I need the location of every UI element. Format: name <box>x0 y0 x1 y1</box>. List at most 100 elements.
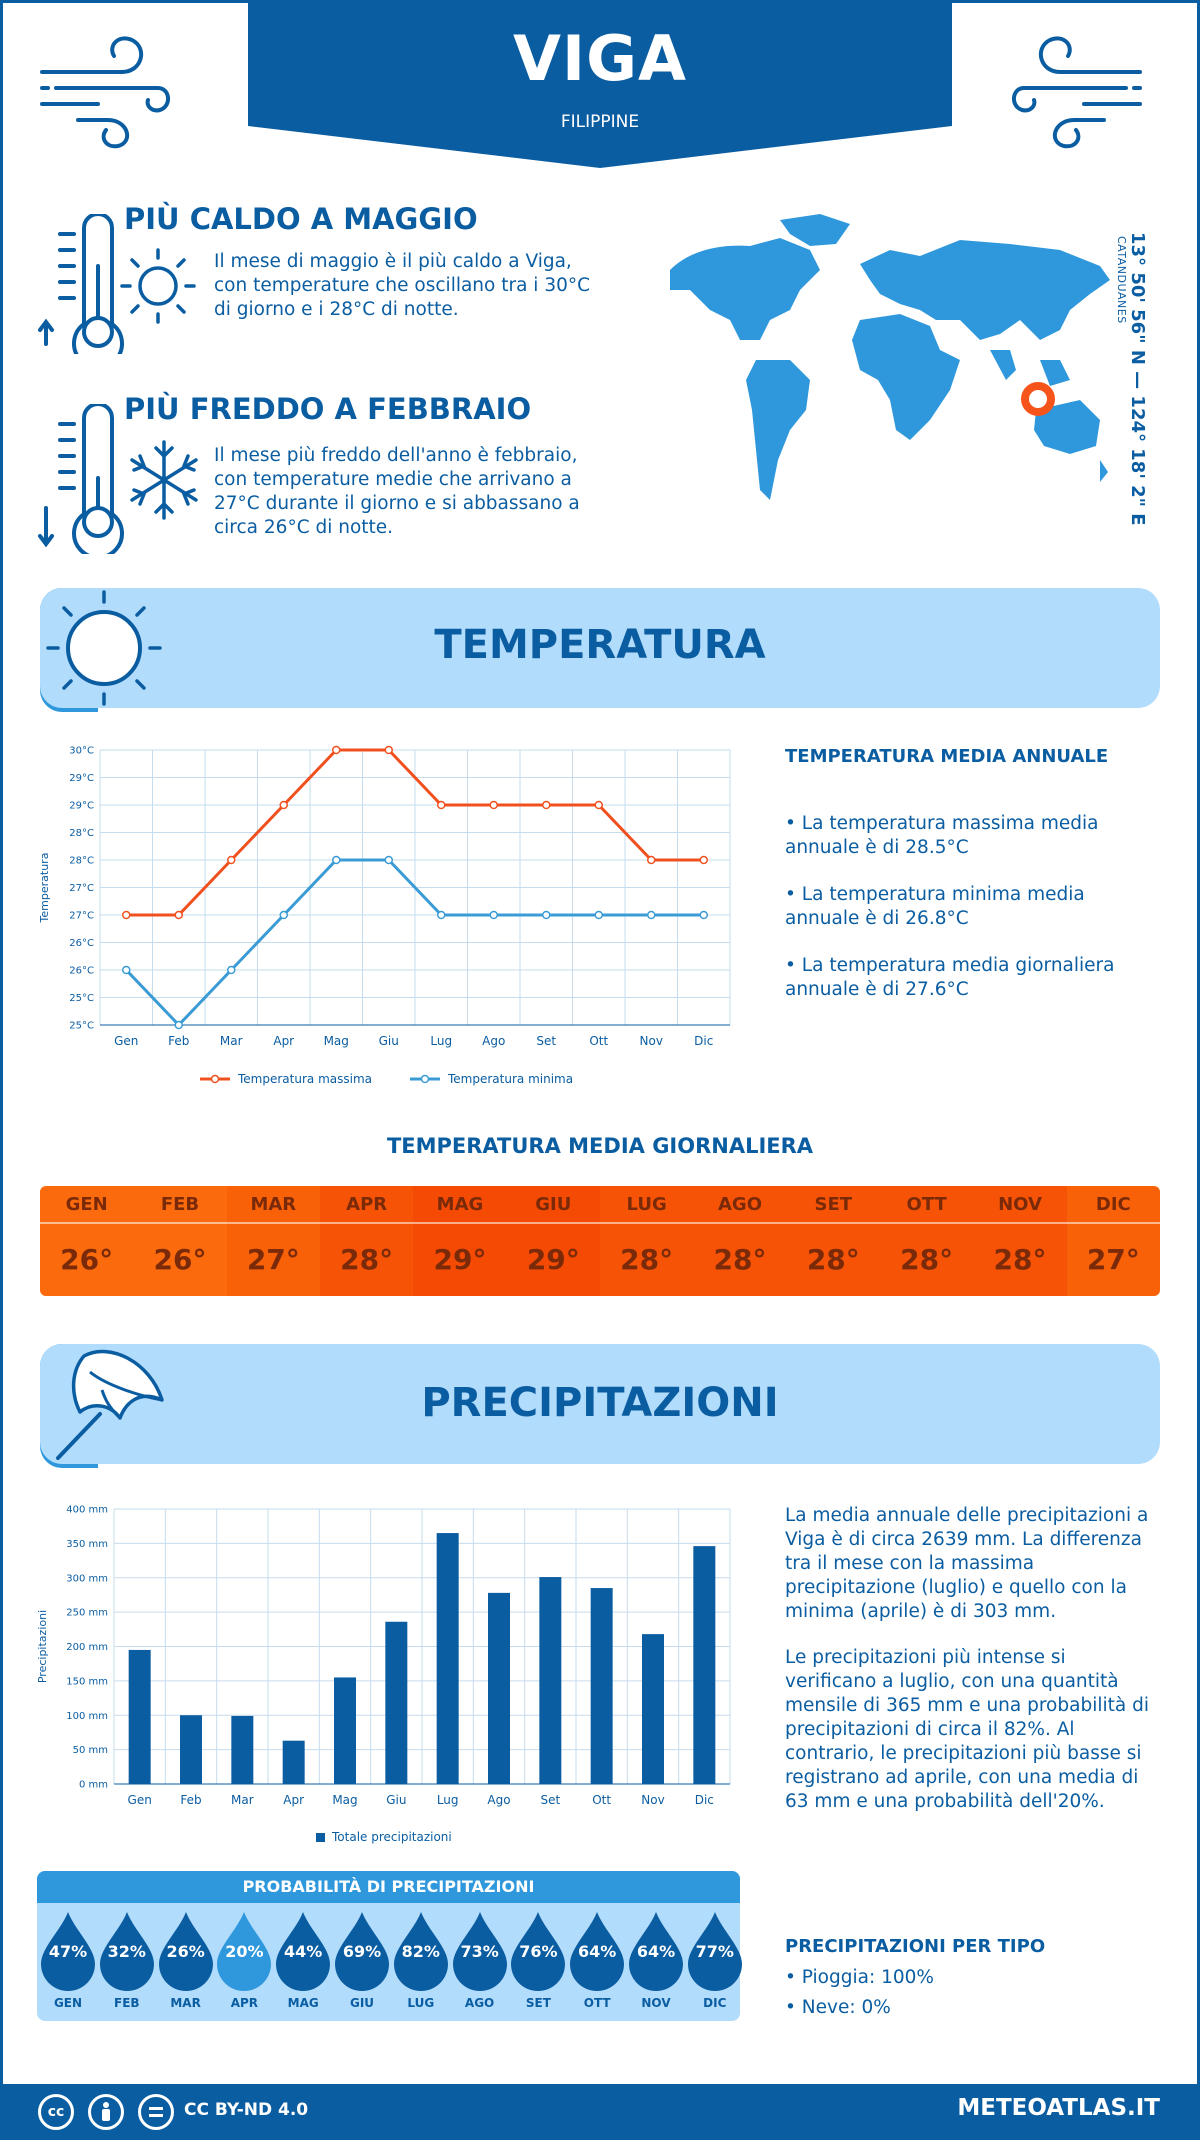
bar <box>539 1577 562 1784</box>
wind-icon-right <box>1012 36 1142 149</box>
bar <box>334 1677 356 1784</box>
nd-icon <box>138 2094 174 2130</box>
daily-temp-month: APR <box>320 1186 414 1224</box>
y-tick-label: 28°C <box>69 828 94 839</box>
x-tick-label: Nov <box>640 1034 663 1048</box>
daily-temp-month: DIC <box>1066 1186 1160 1224</box>
precip-type-snow: • Neve: 0% <box>785 1997 891 2018</box>
legend-marker <box>210 1074 220 1084</box>
x-tick-label: Ago <box>487 1793 510 1807</box>
probability-value: 26% <box>166 1942 205 1961</box>
daily-temp-month: SET <box>786 1186 880 1224</box>
data-point <box>122 910 131 920</box>
x-tick-label: Apr <box>273 1034 294 1048</box>
daily-temp-month: LUG <box>600 1186 694 1224</box>
daily-temp-cell: SET 28° <box>786 1186 880 1296</box>
data-point <box>594 910 603 920</box>
data-point <box>279 800 288 810</box>
probability-drop: 44% MAG <box>276 1912 331 2010</box>
data-point <box>332 745 341 755</box>
bar <box>436 1533 459 1784</box>
bar <box>693 1546 716 1784</box>
raindrop-icon <box>629 1912 683 1991</box>
raindrop-icon <box>687 1912 742 1991</box>
daily-temp-month: FEB <box>133 1186 227 1224</box>
data-point <box>489 800 498 810</box>
daily-temp-cell: GIU 29° <box>506 1186 600 1296</box>
x-tick-label: Dic <box>694 1034 713 1048</box>
raindrop-icon <box>393 1912 448 1991</box>
hot-title: PIÙ CALDO A MAGGIO <box>124 202 478 236</box>
daily-temp-value: 28° <box>806 1243 860 1276</box>
probability-month: FEB <box>114 1996 140 2010</box>
umbrella-icon <box>56 1349 164 1460</box>
data-point <box>542 800 551 810</box>
daily-temp-cell: GEN 26° <box>40 1186 134 1296</box>
daily-temp-value: 26° <box>153 1243 207 1276</box>
probability-drop: 64% NOV <box>629 1912 683 2010</box>
probability-drop: 82% LUG <box>393 1912 448 2010</box>
probability-month: DIC <box>703 1996 727 2010</box>
temperature-chart: 25°C 25°C 26°C 26°C 27°C 27°C 28°C 28°C 29°C 29°C… <box>38 745 731 1086</box>
x-tick-label: Dic <box>695 1793 714 1807</box>
x-tick-label: Mag <box>332 1793 357 1807</box>
bar <box>180 1715 202 1784</box>
precip-type-rain: • Pioggia: 100% <box>785 1967 934 1988</box>
probability-value: 32% <box>107 1942 146 1961</box>
precipitation-title: PRECIPITAZIONI <box>421 1380 779 1426</box>
probability-month: MAR <box>170 1996 201 2010</box>
x-tick-label: Feb <box>180 1793 201 1807</box>
x-tick-label: Feb <box>168 1034 189 1048</box>
x-tick-label: Mar <box>220 1034 243 1048</box>
daily-temp-month: MAG <box>413 1186 507 1224</box>
y-tick-label: 26°C <box>69 938 94 949</box>
data-point <box>174 1020 183 1030</box>
wind-icon <box>40 36 170 149</box>
data-point <box>437 910 446 920</box>
cold-text: Il mese più freddo dell'anno è febbraio,… <box>214 445 580 538</box>
coordinates: 13° 50' 56" N — 124° 18' 2" E <box>1127 232 1148 526</box>
probability-value: 73% <box>460 1942 499 1961</box>
daily-temp-month: GIU <box>506 1186 600 1224</box>
daily-temp-cell: MAR 27° <box>226 1186 320 1296</box>
probability-value: 64% <box>578 1942 617 1961</box>
y-tick-label: 250 mm <box>66 1608 108 1619</box>
bar <box>128 1649 151 1784</box>
probability-value: 47% <box>48 1942 88 1961</box>
probability-value: 20% <box>225 1942 264 1961</box>
probability-value: 77% <box>695 1942 734 1961</box>
probability-value: 76% <box>519 1942 558 1961</box>
precipitation-chart: 0 mm 50 mm 100 mm 150 mm 200 mm 250 mm 300 mm 3… <box>36 1505 731 1844</box>
probability-month: MAG <box>287 1996 319 2010</box>
probability-value: 82% <box>401 1942 440 1961</box>
probability-month: SET <box>525 1996 551 2010</box>
bar <box>282 1740 305 1784</box>
y-tick-label: 400 mm <box>66 1505 108 1516</box>
raindrop-icon <box>41 1912 95 1991</box>
y-tick-label: 25°C <box>69 993 94 1004</box>
x-tick-label: Giu <box>386 1793 406 1807</box>
probability-value: 64% <box>636 1942 676 1961</box>
y-tick-label: 29°C <box>69 773 94 784</box>
x-tick-label: Lug <box>437 1793 459 1807</box>
stat-min: • La temperatura minima media annuale è … <box>785 884 1085 929</box>
site-link[interactable]: METEOATLAS.IT <box>957 2095 1160 2121</box>
precipitation-banner <box>40 1344 1160 1464</box>
footer <box>0 2084 1200 2140</box>
license-text: CC BY-ND 4.0 <box>184 2100 309 2120</box>
daily-temp-value: 28° <box>993 1243 1047 1276</box>
x-tick-label: Nov <box>641 1793 664 1807</box>
y-tick-label: 27°C <box>69 911 94 922</box>
x-tick-label: Ago <box>482 1034 505 1048</box>
bar <box>385 1621 408 1784</box>
probability-month: GIU <box>349 1996 375 2010</box>
probability-month: LUG <box>407 1996 435 2010</box>
daily-temp-cell: APR 28° <box>320 1186 414 1296</box>
world-map <box>670 214 1110 500</box>
raindrop-icon <box>99 1912 154 1991</box>
raindrop-icon <box>452 1912 507 1991</box>
data-point <box>437 800 446 810</box>
series-line <box>125 858 704 1028</box>
x-tick-label: Ott <box>592 1793 611 1807</box>
daily-temp-value: 29° <box>526 1243 580 1276</box>
